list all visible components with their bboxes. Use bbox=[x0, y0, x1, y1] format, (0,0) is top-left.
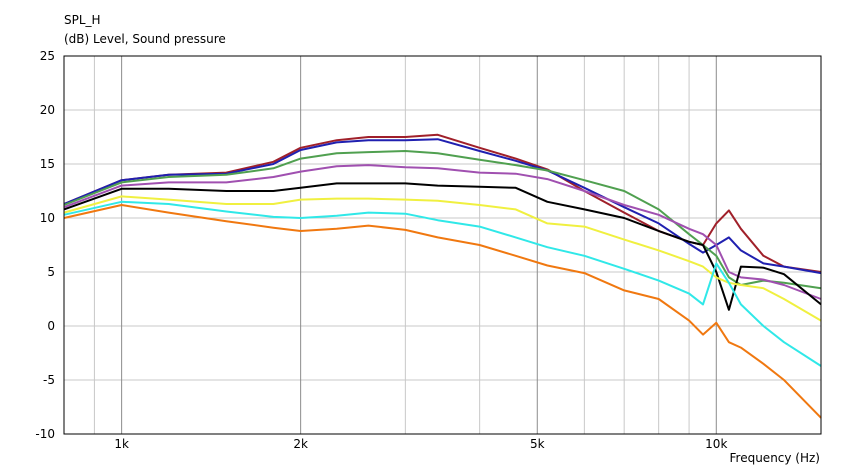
x-ticks: 1k 2k 5k 10k bbox=[114, 437, 727, 451]
y-tick-label-4: 5 bbox=[47, 265, 55, 279]
y-ticks: 25 20 15 10 5 0 -5 -10 bbox=[35, 49, 55, 441]
y-tick-label-0: 25 bbox=[40, 49, 55, 63]
x-tick-label-3: 10k bbox=[705, 437, 727, 451]
series-lines bbox=[63, 133, 822, 419]
y-tick-label-6: -5 bbox=[43, 373, 55, 387]
series-line-2 bbox=[63, 150, 822, 290]
y-tick-label-1: 20 bbox=[40, 103, 55, 117]
plot-frame bbox=[63, 55, 822, 435]
y-axis-label: (dB) Level, Sound pressure bbox=[64, 32, 226, 46]
series-line-6 bbox=[63, 200, 822, 367]
series-line-1 bbox=[63, 138, 822, 275]
x-tick-label-0: 1k bbox=[114, 437, 129, 451]
series-line-3 bbox=[63, 164, 822, 300]
series-line-4 bbox=[63, 182, 822, 311]
series-line-0 bbox=[63, 133, 822, 273]
x-axis-label: Frequency (Hz) bbox=[730, 451, 821, 465]
y-tick-label-3: 10 bbox=[40, 211, 55, 225]
x-tick-label-2: 5k bbox=[530, 437, 545, 451]
x-tick-label-1: 2k bbox=[293, 437, 308, 451]
series-line-5 bbox=[63, 195, 822, 322]
y-tick-label-2: 15 bbox=[40, 157, 55, 171]
y-tick-label-7: -10 bbox=[35, 427, 55, 441]
chart-title: SPL_H bbox=[64, 13, 101, 27]
series-line-7 bbox=[63, 204, 822, 419]
plot-area bbox=[64, 56, 821, 434]
y-tick-label-5: 0 bbox=[47, 319, 55, 333]
